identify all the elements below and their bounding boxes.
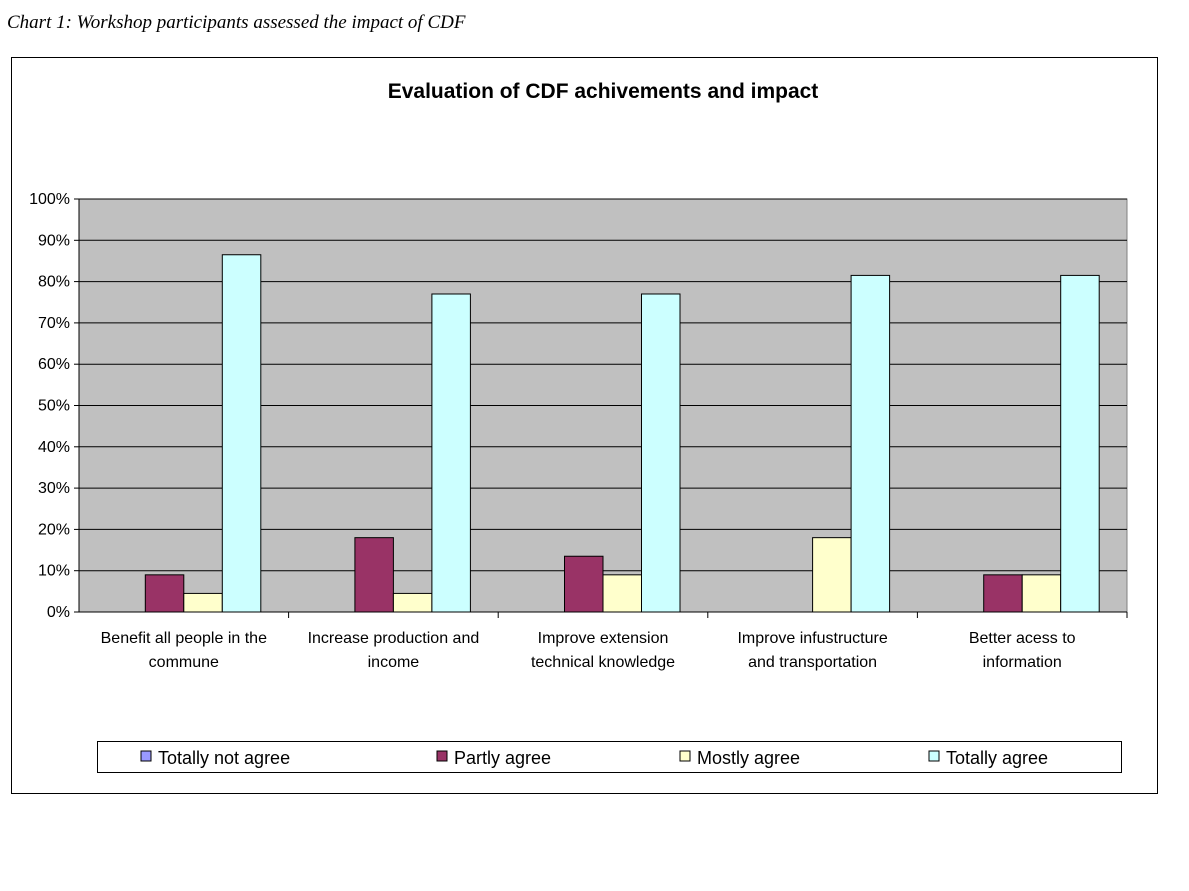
x-tick-label: and transportation [748,654,877,671]
legend-swatch [140,750,152,762]
bar [812,537,852,613]
y-tick-label: 50% [38,398,70,415]
bar [641,293,681,613]
bar [983,574,1023,613]
legend-entry: Totally agree [946,748,1048,768]
bar [850,274,891,613]
bar [564,555,604,613]
figure-caption: Chart 1: Workshop participants assessed … [7,12,466,33]
x-tick-label: Benefit all people in the [101,630,267,647]
legend-entry: Mostly agree [697,748,800,768]
y-tick-label: 60% [38,356,70,373]
chart-title: Evaluation of CDF achivements and impact [388,80,819,103]
y-tick-label: 80% [38,274,70,291]
y-tick-label: 90% [38,232,70,249]
legend-entry: Partly agree [454,748,551,768]
legend-swatch [679,750,691,762]
y-tick-label: 100% [29,191,70,208]
legend-swatch [928,750,940,762]
bar [354,537,394,613]
bar [392,592,433,613]
y-tick-label: 30% [38,480,70,497]
x-tick-label: Improve extension [538,630,669,647]
legend-swatch [436,750,448,762]
y-tick-label: 70% [38,315,70,332]
bar [602,574,642,613]
y-tick-label: 0% [47,604,70,621]
x-tick-label: technical knowledge [531,654,675,671]
bar [431,293,471,613]
bar [1021,574,1062,613]
legend [97,741,1122,773]
bar [221,254,262,613]
y-tick-label: 20% [38,521,70,538]
bar [183,592,223,613]
y-tick-label: 40% [38,439,70,456]
x-tick-label: income [368,654,420,671]
x-tick-label: Increase production and [308,630,480,647]
x-tick-label: Better acess to [969,630,1076,647]
bar [1060,274,1100,613]
y-tick-label: 10% [38,563,70,580]
x-tick-label: commune [149,654,219,671]
legend-entry: Totally not agree [158,748,290,768]
x-tick-label: information [983,654,1062,671]
bar [144,574,185,613]
x-tick-label: Improve infustructure [737,630,887,647]
